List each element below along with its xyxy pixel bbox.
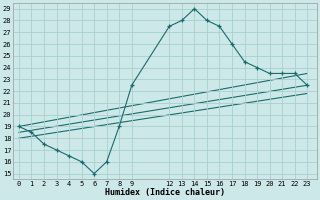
X-axis label: Humidex (Indice chaleur): Humidex (Indice chaleur) — [105, 188, 225, 197]
